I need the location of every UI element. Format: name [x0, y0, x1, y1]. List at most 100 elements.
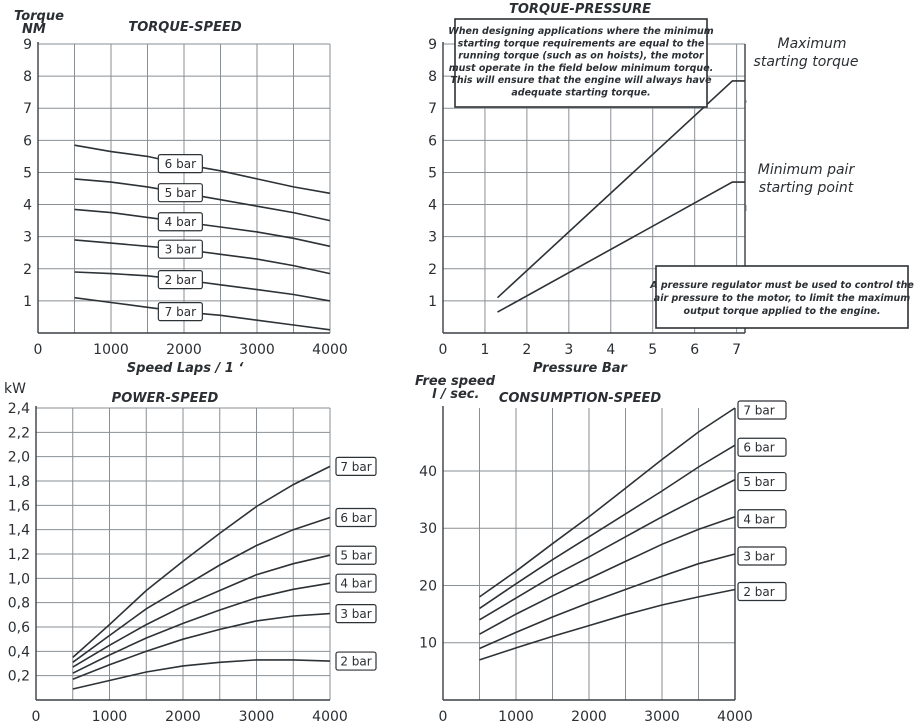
series-label-box [737, 400, 787, 420]
series-label: 7 bar [165, 305, 196, 319]
series-label-box [157, 239, 203, 259]
torque-speed-ylabel-line2: NM [22, 22, 46, 37]
y-tick-label: 7 [428, 101, 437, 117]
series-label: 3 bar [743, 550, 774, 564]
note-bottom-line: output torque applied to the engine. [684, 306, 881, 317]
power-speed-chart: kW POWER-SPEED 0,2 0,4 0,6 0,8 1,0 1,2 1,4 1,6 1… [4, 381, 377, 725]
series-label-box [737, 546, 787, 566]
series-label-box [737, 437, 787, 457]
torque-pressure-title: TORQUE-PRESSURE [509, 2, 651, 17]
y-tick-label: 1,8 [8, 474, 30, 490]
y-tick-label: 5 [23, 165, 32, 181]
torque-speed-xlabel: Speed Laps / 1 ‘ [127, 361, 245, 376]
consumption-series-line [479, 478, 736, 621]
x-tick-label: 6 [690, 342, 699, 358]
series-label: 3 bar [340, 607, 371, 621]
torque-speed-title: TORQUE-SPEED [128, 20, 241, 35]
series-label-box [737, 581, 787, 602]
y-tick-label: 3 [428, 230, 437, 246]
y-tick-label: 0,4 [8, 644, 30, 660]
series-label-box [335, 651, 377, 671]
series-label-box [157, 212, 203, 232]
y-tick-label: 2,4 [8, 401, 30, 417]
series-label: 2 bar [743, 585, 774, 599]
series-label: 2 bar [165, 273, 196, 287]
y-tick-label: 4 [23, 198, 32, 214]
consumption-series-line [479, 553, 736, 650]
series-label: 5 bar [165, 186, 196, 200]
x-tick-label: 4000 [717, 709, 753, 725]
y-tick-label: 9 [428, 37, 437, 53]
x-tick-label: 1000 [498, 709, 534, 725]
x-tick-label: 2000 [166, 342, 202, 358]
consumption-speed-chart: Free speed l / sec. CONSUMPTION-SPEED 10… [415, 374, 787, 725]
x-tick-label: 4 [606, 342, 615, 358]
y-tick-label: 10 [419, 636, 437, 652]
y-tick-label: 1 [428, 294, 437, 310]
note-top-line: running torque (such as on hoists), the … [458, 51, 705, 62]
series-label: 6 bar [340, 511, 371, 525]
x-tick-label: 0 [32, 709, 41, 725]
power-speed-series-line [72, 659, 331, 690]
x-tick-label: 3000 [239, 709, 275, 725]
series-label-box [157, 154, 203, 174]
series-label: 7 bar [743, 404, 774, 418]
x-tick-label: 0 [439, 342, 448, 358]
y-tick-label: 2,2 [8, 425, 30, 441]
series-label: 4 bar [165, 215, 196, 229]
y-tick-label: 40 [419, 464, 437, 480]
note-bottom-line: A pressure regulator must be used to con… [649, 280, 914, 291]
power-speed-series-line [72, 465, 331, 658]
x-tick-label: 0 [34, 342, 43, 358]
power-speed-ylabel: kW [4, 381, 26, 397]
series-label: 5 bar [340, 549, 371, 563]
x-tick-label: 7 [732, 342, 741, 358]
x-tick-label: 2000 [165, 709, 201, 725]
consumption-series-line [479, 444, 736, 610]
annotation-maximum-line1: Maximum [778, 36, 847, 52]
y-tick-label: 0,2 [8, 669, 30, 685]
y-tick-label: 3 [23, 230, 32, 246]
power-speed-title: POWER-SPEED [112, 391, 219, 406]
annotation-maximum-line2: starting torque [754, 54, 859, 70]
y-tick-label: 2 [428, 262, 437, 278]
x-tick-label: 2 [522, 342, 531, 358]
series-label: 7 bar [340, 460, 371, 474]
consumption-series-line [479, 516, 736, 635]
x-tick-label: 1000 [92, 709, 128, 725]
x-tick-label: 0 [439, 709, 448, 725]
x-tick-label: 3 [564, 342, 573, 358]
note-box-bottom [655, 265, 909, 329]
y-tick-label: 9 [23, 37, 32, 53]
y-tick-label: 20 [419, 578, 437, 594]
x-tick-label: 2000 [571, 709, 607, 725]
y-tick-label: 5 [428, 165, 437, 181]
series-label-box [737, 471, 787, 492]
y-tick-label: 1,2 [8, 547, 30, 563]
series-label: 6 bar [743, 441, 774, 455]
x-tick-label: 1 [480, 342, 489, 358]
torque-pressure-series-line [496, 80, 745, 299]
x-tick-label: 3000 [644, 709, 680, 725]
note-bottom-line: air pressure to the motor, to limit the … [654, 293, 911, 304]
torque-speed-chart: Torque NM TORQUE-SPEED Speed Laps / 1 ‘ … [14, 9, 348, 376]
series-label: 4 bar [340, 577, 371, 591]
note-box-top [454, 18, 708, 108]
x-tick-label: 4000 [312, 342, 348, 358]
y-tick-label: 1,0 [8, 571, 30, 587]
y-tick-label: 1,6 [8, 498, 30, 514]
y-tick-label: 0,6 [8, 620, 30, 636]
annotation-minimum-line1: Minimum pair [758, 162, 856, 178]
x-tick-label: 1000 [93, 342, 129, 358]
series-label-box [157, 302, 203, 322]
series-label: 5 bar [743, 475, 774, 489]
note-top-line: When designing applications where the mi… [448, 26, 714, 37]
consumption-series-line [479, 407, 736, 598]
consumption-speed-title: CONSUMPTION-SPEED [499, 391, 662, 406]
x-tick-label: 4000 [312, 709, 348, 725]
y-tick-label: 8 [23, 69, 32, 85]
y-tick-label: 4 [428, 198, 437, 214]
torque-pressure-chart: TORQUE-PRESSURE Pressure Bar Maximum sta… [428, 2, 914, 376]
x-tick-label: 3000 [239, 342, 275, 358]
